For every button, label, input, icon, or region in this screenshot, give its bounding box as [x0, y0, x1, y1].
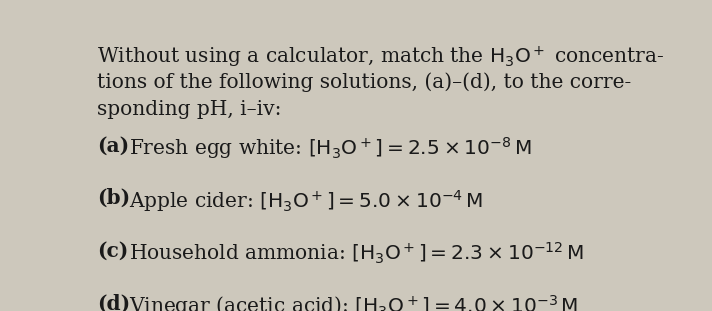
Text: tions of the following solutions, (a)–(d), to the corre-: tions of the following solutions, (a)–(d… [98, 72, 632, 92]
Text: Apple cider: $[\mathrm{H_3O^+}] = 5.0 \times 10^{-4}\,\mathrm{M}$: Apple cider: $[\mathrm{H_3O^+}] = 5.0 \t… [129, 188, 483, 214]
Text: Vinegar (acetic acid): $[\mathrm{H_3O^+}] = 4.0 \times 10^{-3}\,\mathrm{M}$: Vinegar (acetic acid): $[\mathrm{H_3O^+}… [129, 294, 578, 311]
Text: Without using a calculator, match the $\mathrm{H_3O^+}$ concentra-: Without using a calculator, match the $\… [98, 44, 665, 70]
Text: Household ammonia: $[\mathrm{H_3O^+}] = 2.3 \times 10^{-12}\,\mathrm{M}$: Household ammonia: $[\mathrm{H_3O^+}] = … [129, 241, 584, 266]
Text: (a): (a) [98, 136, 130, 156]
Text: (b): (b) [98, 188, 130, 208]
Text: Fresh egg white: $[\mathrm{H_3O^+}] = 2.5 \times 10^{-8}\,\mathrm{M}$: Fresh egg white: $[\mathrm{H_3O^+}] = 2.… [129, 136, 531, 161]
Text: (c): (c) [98, 241, 129, 261]
Text: (d): (d) [98, 294, 130, 311]
Text: sponding pH, i–iv:: sponding pH, i–iv: [98, 100, 282, 118]
